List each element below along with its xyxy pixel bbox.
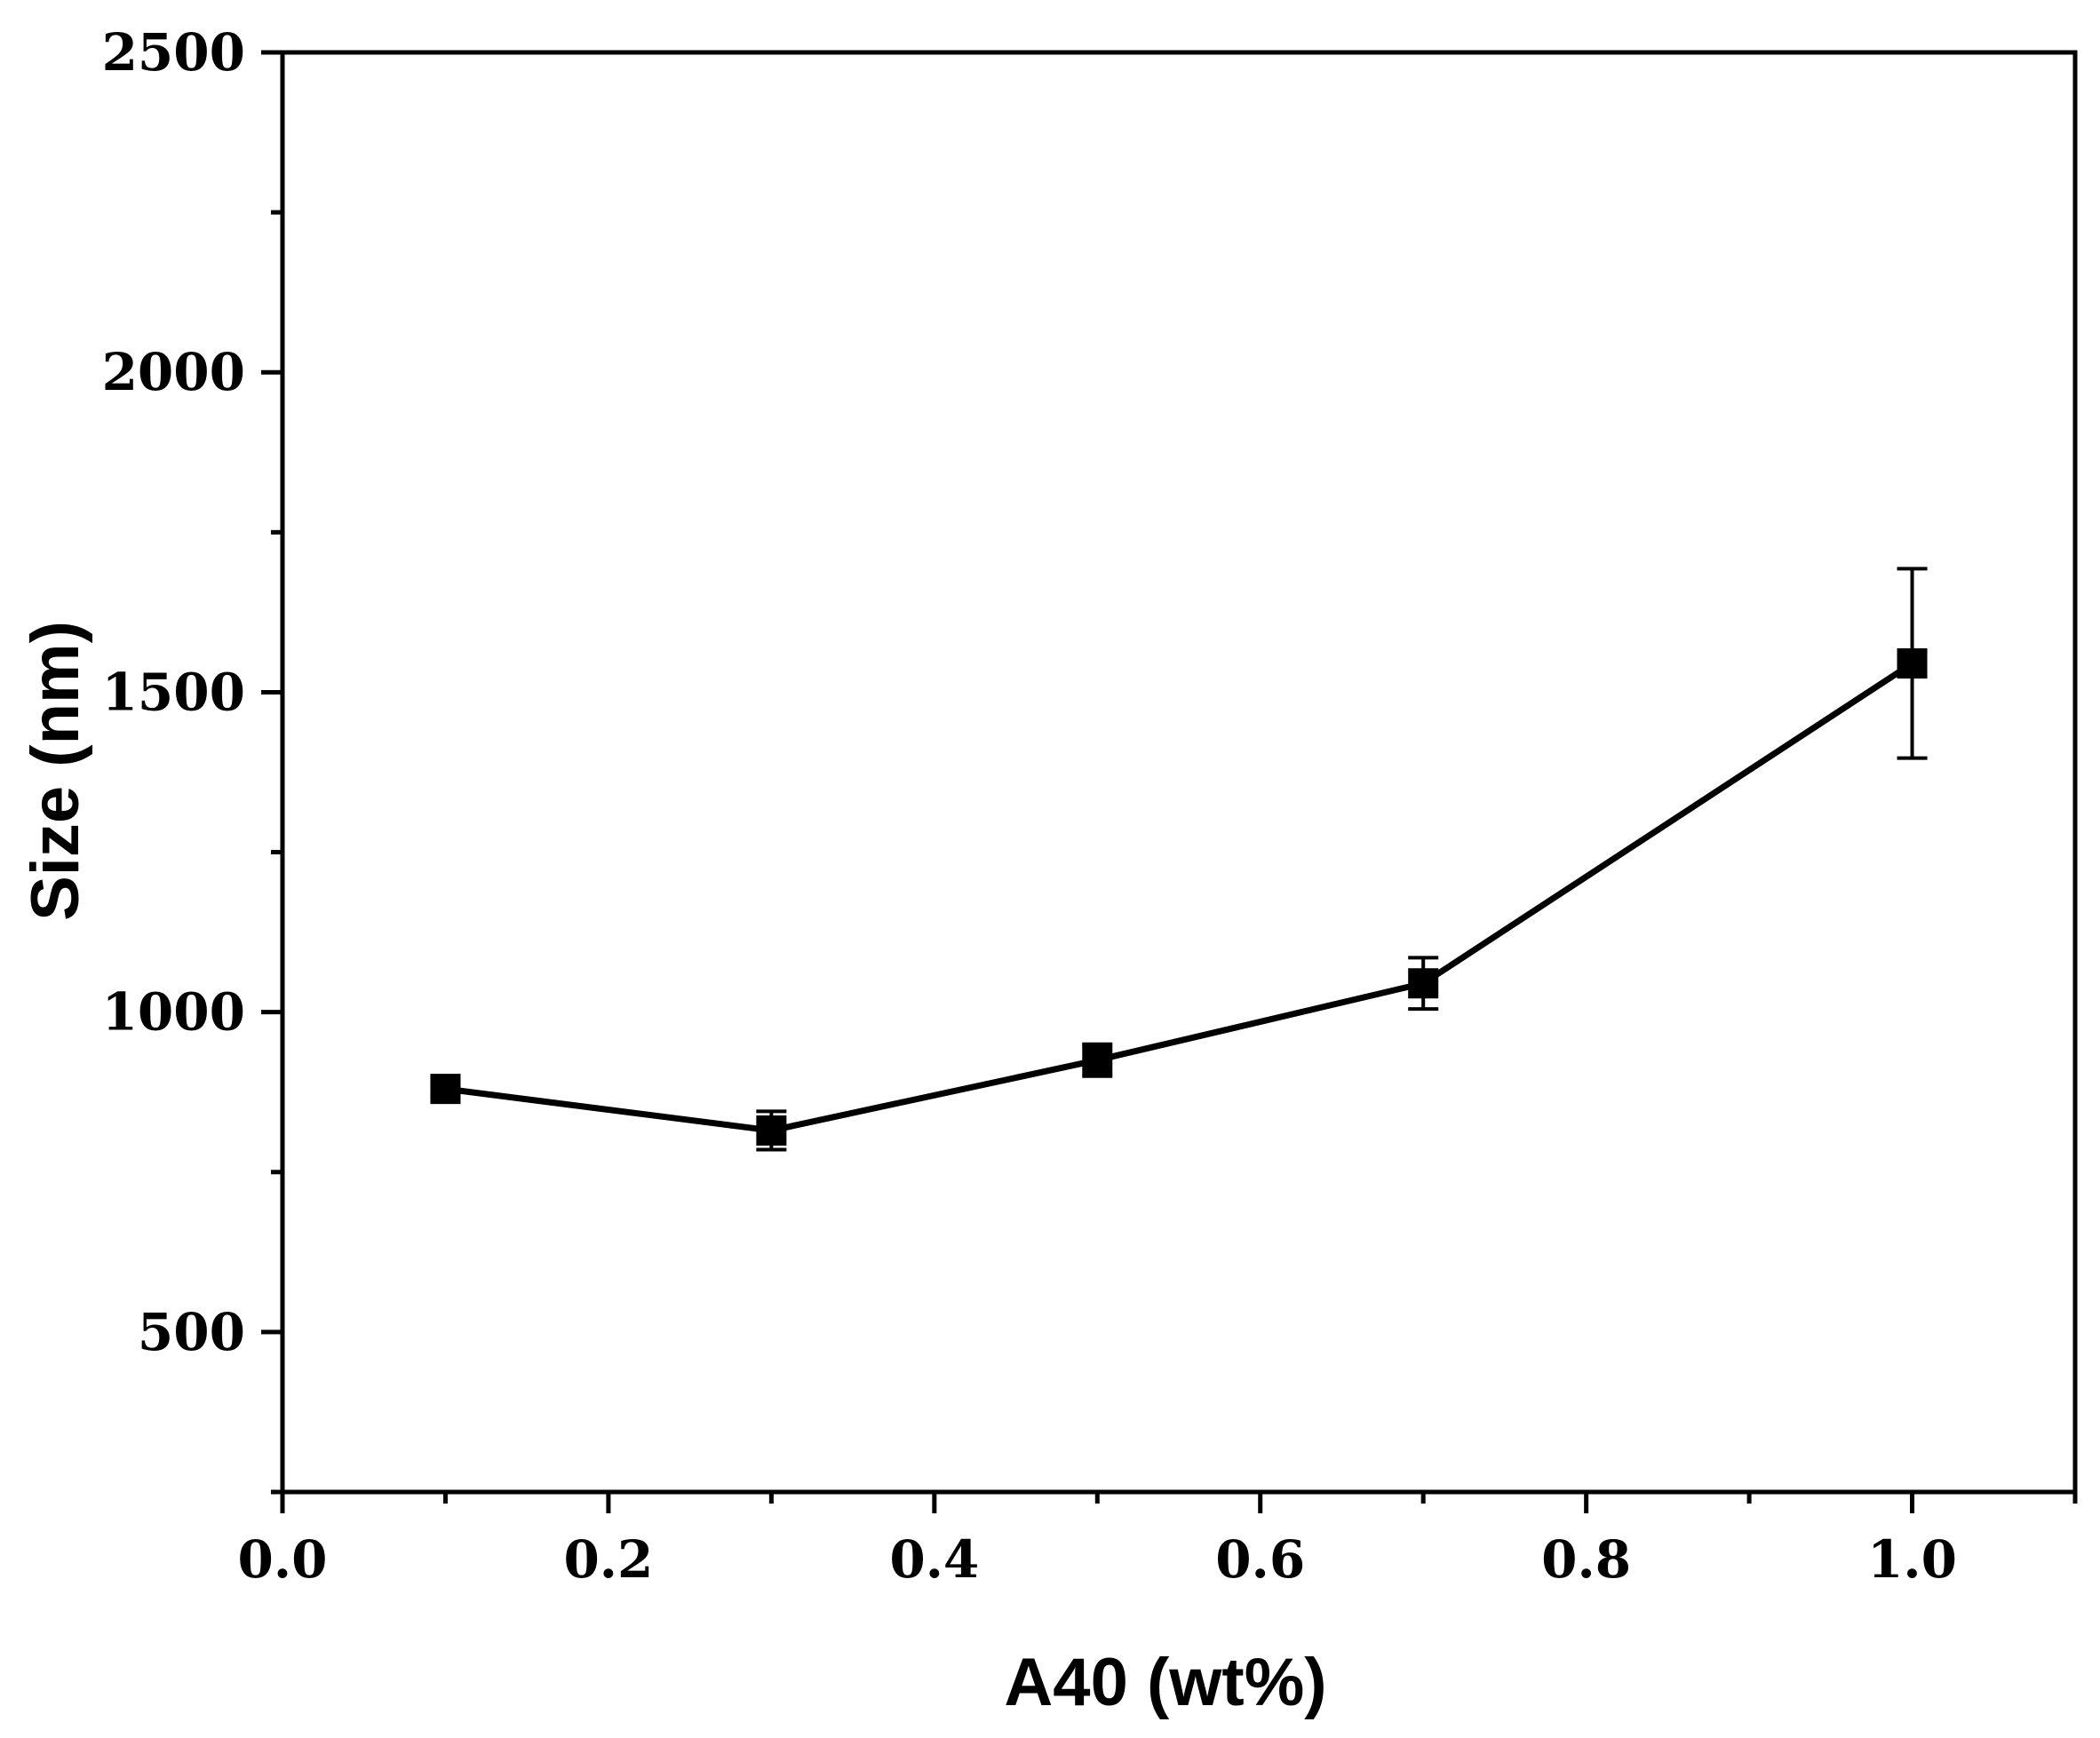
x-tick-label: 0.6 bbox=[1215, 1529, 1305, 1590]
data-point bbox=[1082, 1044, 1113, 1075]
data-point bbox=[1897, 648, 1928, 679]
x-tick-label: 0.8 bbox=[1541, 1529, 1631, 1590]
x-tick-label: 0.2 bbox=[563, 1529, 653, 1590]
y-ticks: 500 1000 1500 2000 2500 bbox=[102, 22, 282, 1495]
data-point bbox=[430, 1074, 461, 1105]
y-axis-title: Size (nm) bbox=[18, 621, 93, 921]
axes bbox=[280, 50, 2078, 1495]
y-tick-label: 2000 bbox=[102, 342, 245, 402]
y-tick-label: 500 bbox=[138, 1302, 245, 1362]
data-point bbox=[1408, 968, 1439, 999]
series bbox=[430, 567, 1928, 1152]
x-tick-label: 1.0 bbox=[1867, 1529, 1957, 1590]
x-tick-label: 0.0 bbox=[238, 1529, 328, 1590]
plot-frame bbox=[280, 50, 2078, 1495]
y-tick-label: 2500 bbox=[102, 22, 245, 83]
series-line bbox=[445, 661, 1914, 1134]
data-point bbox=[756, 1115, 787, 1146]
x-tick-label: 0.4 bbox=[889, 1529, 979, 1590]
y-tick-label: 1000 bbox=[102, 982, 245, 1043]
x-ticks: 0.0 0.2 0.4 0.6 0.8 1.0 bbox=[238, 1492, 2078, 1590]
y-tick-label: 1500 bbox=[102, 662, 245, 722]
x-axis-title: A40 (wt%) bbox=[1004, 1645, 1326, 1720]
